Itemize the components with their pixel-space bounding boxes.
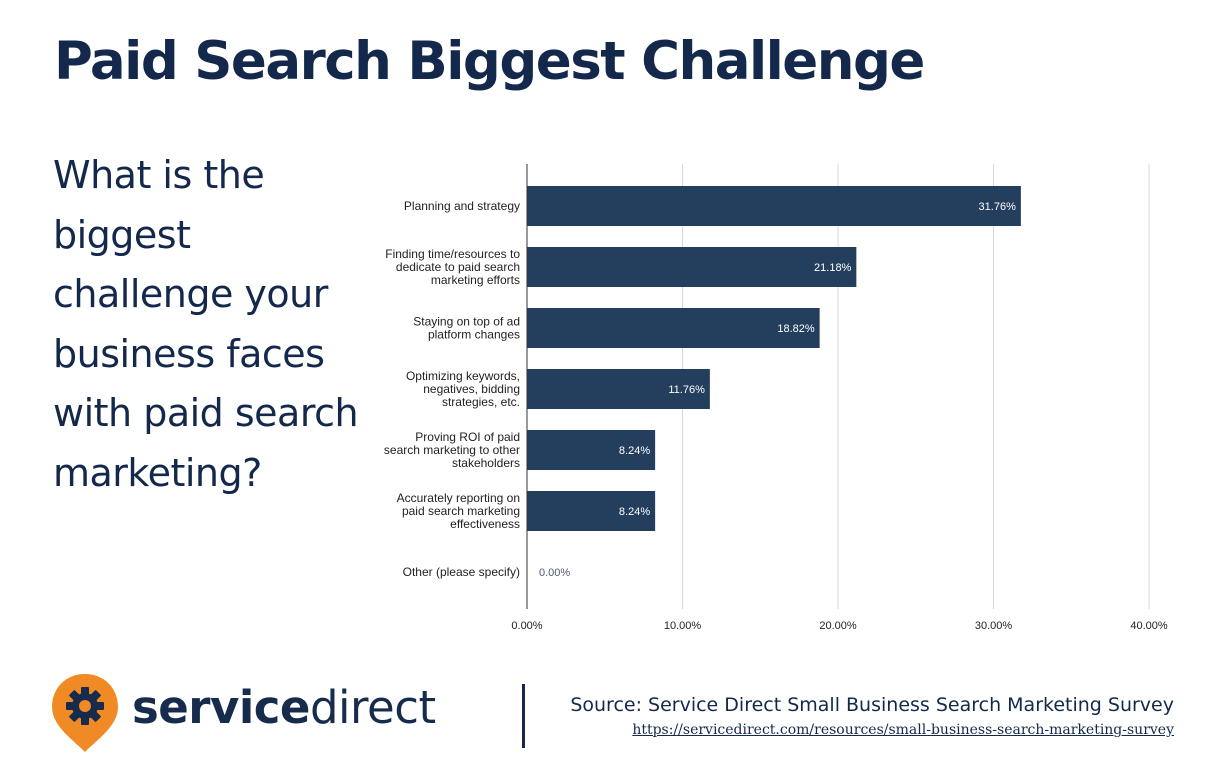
x-tick-label: 0.00% xyxy=(511,620,542,632)
category-label: platform changes xyxy=(428,328,520,342)
data-label: 31.76% xyxy=(979,201,1017,213)
x-tick-label: 30.00% xyxy=(975,620,1013,632)
bar xyxy=(527,369,710,409)
x-tick-label: 20.00% xyxy=(819,620,857,632)
location-pin-gear-icon xyxy=(52,674,118,752)
bar xyxy=(527,430,656,470)
bar xyxy=(527,491,656,531)
bar-chart: 31.76% 21.18% 18.82% 11.76% 8.24% 8.24% 0.00% P… xyxy=(340,150,1200,645)
category-label: Other (please specify) xyxy=(403,565,520,579)
category-label: marketing efforts xyxy=(431,273,520,287)
category-label: effectiveness xyxy=(450,517,520,531)
survey-question: What is the biggest challenge your busin… xyxy=(53,153,359,495)
bar xyxy=(527,308,820,348)
category-label: paid search marketing xyxy=(402,504,520,518)
category-label: Planning and strategy xyxy=(404,199,520,213)
data-label: 18.82% xyxy=(777,323,815,335)
source-link[interactable]: https://servicedirect.com/resources/smal… xyxy=(632,722,1174,738)
source-text: Source: Service Direct Small Business Se… xyxy=(570,694,1174,716)
bar xyxy=(527,247,857,287)
x-tick-label: 40.00% xyxy=(1130,620,1168,632)
logo-wordmark: servicedirect xyxy=(132,678,436,738)
category-label: stakeholders xyxy=(452,456,520,470)
page-title: Paid Search Biggest Challenge xyxy=(54,31,925,92)
category-label: negatives, bidding xyxy=(423,382,520,396)
logo-text-bold: service xyxy=(132,681,310,734)
chart-svg: 31.76% 21.18% 18.82% 11.76% 8.24% 8.24% 0.00% P… xyxy=(384,164,1168,632)
bar xyxy=(527,186,1021,226)
category-label: Proving ROI of paid xyxy=(415,430,520,444)
data-label: 11.76% xyxy=(668,384,705,396)
footer-divider xyxy=(522,684,525,748)
category-label: Optimizing keywords, xyxy=(406,369,520,383)
category-label: strategies, etc. xyxy=(442,395,520,409)
x-tick-label: 10.00% xyxy=(664,620,702,632)
category-label: search marketing to other xyxy=(384,443,520,457)
data-label: 8.24% xyxy=(619,506,650,518)
data-label: 8.24% xyxy=(619,445,650,457)
category-label: Staying on top of ad xyxy=(413,315,520,329)
logo-text-light: direct xyxy=(309,681,436,734)
category-label: dedicate to paid search xyxy=(396,260,520,274)
data-label: 21.18% xyxy=(814,262,852,274)
service-direct-logo[interactable]: servicedirect xyxy=(52,672,472,752)
category-label: Accurately reporting on xyxy=(397,491,520,505)
category-label: Finding time/resources to xyxy=(385,247,520,261)
data-label: 0.00% xyxy=(539,567,570,579)
